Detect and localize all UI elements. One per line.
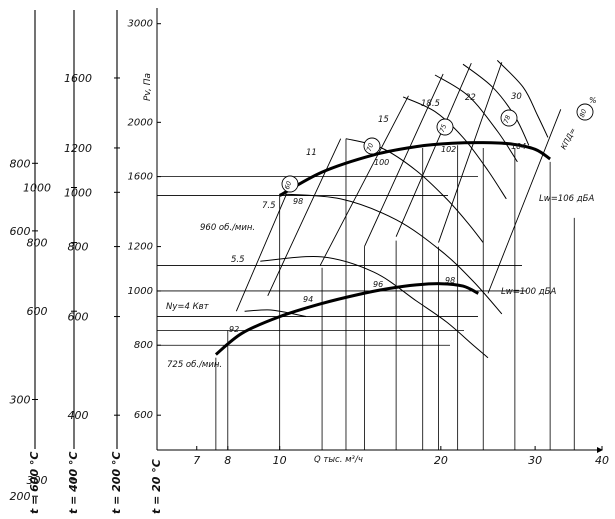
rpm-line-4 (395, 63, 472, 237)
efficiency-marker-60: 60 (281, 175, 299, 193)
point-label-98-high: 98 (293, 197, 303, 206)
power-curve-6 (496, 60, 549, 138)
annotation-percent: % (589, 96, 597, 105)
secondary-tick-label-0-1: 600 (10, 225, 31, 238)
power-curve-4 (434, 74, 518, 163)
power-label-30: 30 (511, 92, 522, 102)
plot-frame (156, 8, 603, 453)
efficiency-marker-70: 70 (363, 137, 381, 155)
efficiency-label-70: 70 (365, 142, 375, 153)
efficiency-label-75: 75 (438, 123, 448, 134)
secondary-tick-label-2-2: 1000 (64, 186, 92, 199)
main-curves (214, 141, 551, 356)
rpm-line-2 (319, 95, 409, 266)
power-curve-0 (260, 256, 489, 359)
rpm-line-3 (364, 73, 444, 247)
power-label-11: 11 (306, 148, 317, 158)
y-tick-label-2000: 2000 (128, 117, 153, 128)
point-label-94: 94 (303, 295, 313, 304)
x-tick-label-10: 10 (273, 454, 287, 467)
secondary-axis-label-3: t = 20 °C (150, 459, 163, 514)
secondary-axis-label-2: t = 200 °C (110, 452, 123, 515)
point-label-98-low: 98 (445, 276, 455, 285)
annotation-960-rpm: 960 об./мин. (200, 223, 255, 233)
efficiency-label-60: 60 (283, 180, 293, 191)
secondary-tick-label-2-0: 1600 (64, 72, 92, 85)
efficiency-marker-78: 78 (500, 109, 518, 127)
y-tick-label-1000: 1000 (128, 286, 153, 297)
secondary-tick-label-2-3: 800 (68, 241, 89, 254)
efficiency-label-78: 78 (502, 114, 512, 125)
secondary-tick-label-1-0: 1000 (23, 181, 51, 194)
power-label-15: 15 (378, 115, 389, 125)
annotation-power-4kw: Ny=4 Квт (166, 302, 210, 312)
x-tick-label-7: 7 (193, 454, 200, 467)
x-tick-label-20: 20 (434, 454, 448, 467)
x-axis-label: Q тыс. м³/ч (314, 455, 363, 465)
power-label-22: 22 (465, 93, 476, 103)
point-label-96: 96 (373, 280, 383, 289)
secondary-axis-label-0: t = 600 °C (28, 452, 41, 515)
rpm-line-6 (487, 109, 562, 294)
y-tick-label-1600: 1600 (128, 172, 153, 183)
secondary-tick-label-0-0: 800 (10, 157, 31, 170)
x-tick-label-30: 30 (528, 454, 542, 467)
annotation-lw-106: Lw=106 дБА (539, 194, 594, 204)
series-line-0 (278, 141, 551, 197)
power-curve-2 (345, 138, 484, 243)
point-label-102: 102 (441, 145, 456, 154)
power-curve-7 (244, 309, 307, 318)
secondary-tick-label-0-3: 200 (10, 490, 31, 503)
efficiency-label-80: 80 (578, 108, 588, 119)
rpm-line-0 (235, 193, 287, 312)
power-label-18-5: 18.5 (421, 99, 440, 109)
point-label-104: 104 (511, 142, 526, 151)
rpm-line-1 (267, 138, 342, 297)
power-label-5-5: 5.5 (231, 255, 245, 265)
secondary-tick-label-0-2: 300 (10, 393, 31, 406)
power-curve-5 (462, 63, 530, 146)
secondary-tick-label-2-4: 600 (68, 311, 89, 324)
annotation-725-rpm: 725 об./мин. (167, 360, 222, 370)
power-curve-3 (402, 96, 507, 200)
power-label-7-5: 7.5 (262, 201, 276, 211)
annotation-lw-100: Lw=100 дБА (501, 287, 556, 297)
y-axis-label: Pv, Па (143, 73, 153, 101)
secondary-tick-label-1-3: 300 (27, 474, 48, 487)
secondary-tick-label-2-5: 400 (68, 409, 89, 422)
chart-labels: Pv, Па Q тыс. м³/ч 960 об./мин. 725 об./… (143, 73, 597, 465)
power-curve-1 (279, 193, 503, 315)
efficiency-marker-75: 75 (436, 118, 454, 136)
secondary-tick-label-2-1: 1200 (64, 142, 92, 155)
secondary-axis-label-1: t = 400 °C (67, 452, 80, 515)
y-tick-label-3000: 3000 (128, 19, 153, 30)
efficiency-marker-80: 80 (576, 103, 594, 121)
secondary-tick-label-1-1: 800 (27, 237, 48, 250)
annotation-kpd: КПД= (559, 126, 578, 151)
rpm-lines (235, 62, 562, 312)
reading-grid (157, 138, 575, 450)
x-tick-label-40: 40 (595, 454, 609, 467)
series-line-1 (214, 282, 479, 356)
y-tick-label-1200: 1200 (128, 242, 153, 253)
y-tick-label-600: 600 (134, 410, 153, 421)
y-tick-label-800: 800 (134, 340, 153, 351)
point-label-100: 100 (374, 158, 389, 167)
rpm-line-5 (438, 62, 503, 243)
x-tick-label-8: 8 (224, 454, 231, 467)
point-label-92: 92 (229, 325, 239, 334)
secondary-tick-label-1-2: 600 (27, 305, 48, 318)
